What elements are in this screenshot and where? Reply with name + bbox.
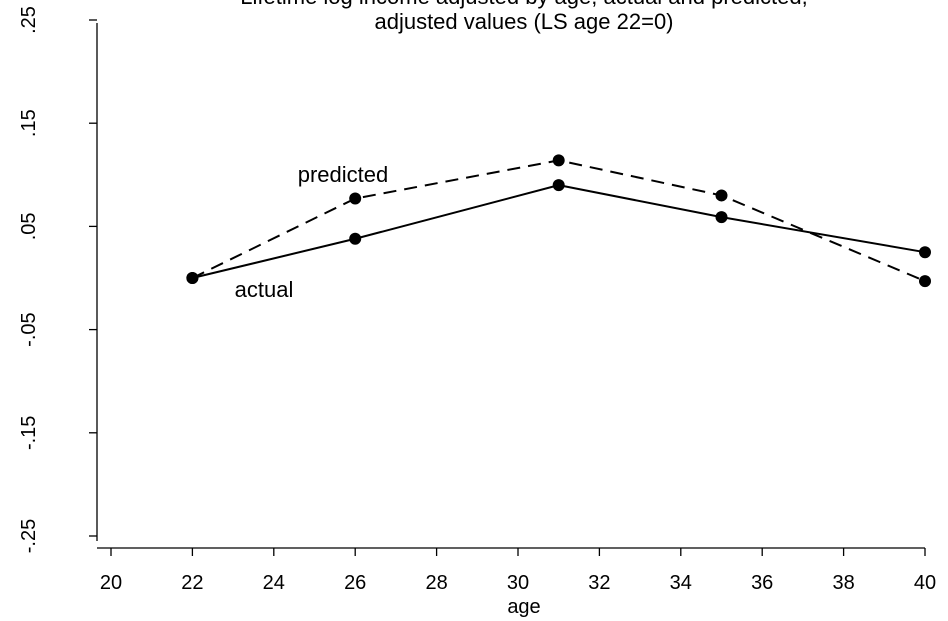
x-tick-label: 24 xyxy=(263,572,285,594)
x-tick-label: 22 xyxy=(181,572,203,594)
y-axis-ticks: .25 .15 .05 -.05 -.15 -.25 xyxy=(18,6,97,553)
y-tick-label: -.25 xyxy=(18,519,40,553)
x-tick-label: 28 xyxy=(425,572,447,594)
y-tick-label: .25 xyxy=(18,6,40,34)
predicted-point xyxy=(349,192,362,205)
y-tick-label: .05 xyxy=(18,212,40,240)
x-axis-title: age xyxy=(507,596,540,618)
x-axis-ticks: 20 22 24 26 28 30 32 34 36 38 40 xyxy=(100,548,936,594)
actual-point xyxy=(552,179,565,192)
y-tick-label: -.05 xyxy=(18,312,40,346)
actual-point xyxy=(715,211,728,224)
x-tick-label: 36 xyxy=(751,572,773,594)
chart-title: Lifetime log income adjusted by age, act… xyxy=(240,0,807,34)
x-tick-label: 30 xyxy=(507,572,529,594)
x-tick-label: 20 xyxy=(100,572,122,594)
actual-point xyxy=(349,232,362,245)
predicted-point xyxy=(186,272,199,284)
x-tick-label: 40 xyxy=(914,572,936,594)
chart-title-line-2: adjusted values (LS age 22=0) xyxy=(374,9,673,34)
x-tick-label: 32 xyxy=(588,572,610,594)
chart-title-line-1: Lifetime log income adjusted by age, act… xyxy=(240,0,807,9)
y-tick-label: .15 xyxy=(18,109,40,137)
x-tick-label: 26 xyxy=(344,572,366,594)
x-tick-label: 34 xyxy=(670,572,692,594)
actual-series-label: actual xyxy=(235,277,294,302)
x-tick-label: 38 xyxy=(832,572,854,594)
series-layer xyxy=(186,154,931,288)
actual-point xyxy=(919,246,931,259)
predicted-point xyxy=(552,154,565,167)
predicted-point xyxy=(715,189,728,202)
predicted-point xyxy=(919,275,931,288)
y-tick-label: -.15 xyxy=(18,416,40,450)
predicted-series-label: predicted xyxy=(298,162,389,187)
axes xyxy=(96,23,925,549)
